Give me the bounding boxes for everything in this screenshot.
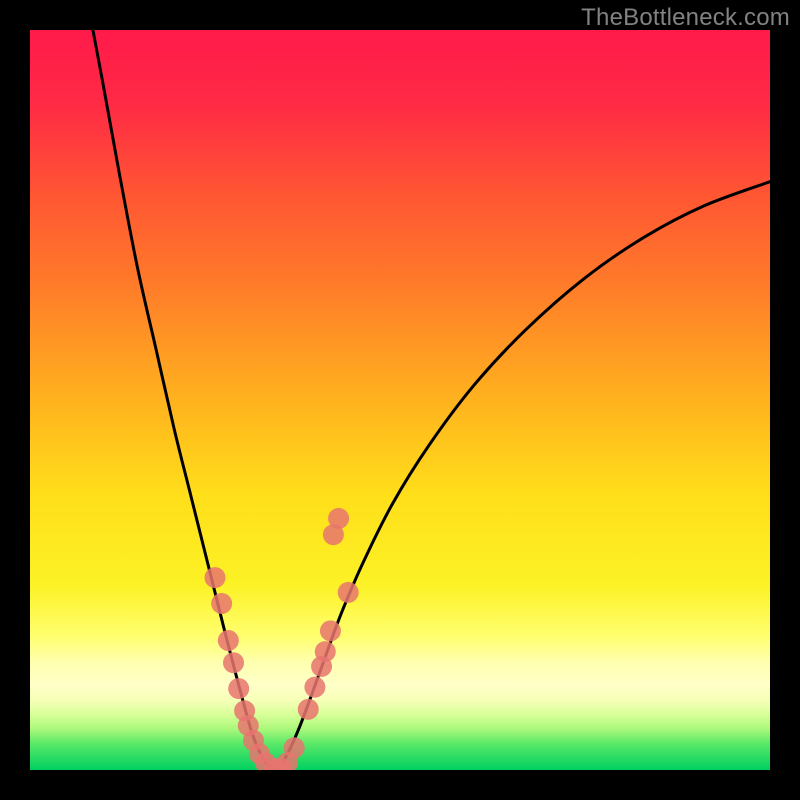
chart-canvas: TheBottleneck.com [0,0,800,800]
data-marker [315,641,336,662]
watermark-text: TheBottleneck.com [581,4,790,32]
data-marker [328,508,349,529]
data-marker [205,567,226,588]
data-marker [298,699,319,720]
data-marker [320,620,341,641]
plot-svg [30,30,770,770]
data-marker [304,677,325,698]
data-marker [338,582,359,603]
plot-area [30,30,770,770]
data-marker [284,737,305,758]
data-marker [218,630,239,651]
data-marker [211,593,232,614]
data-marker [223,652,244,673]
gradient-background [30,30,770,770]
data-marker [228,678,249,699]
